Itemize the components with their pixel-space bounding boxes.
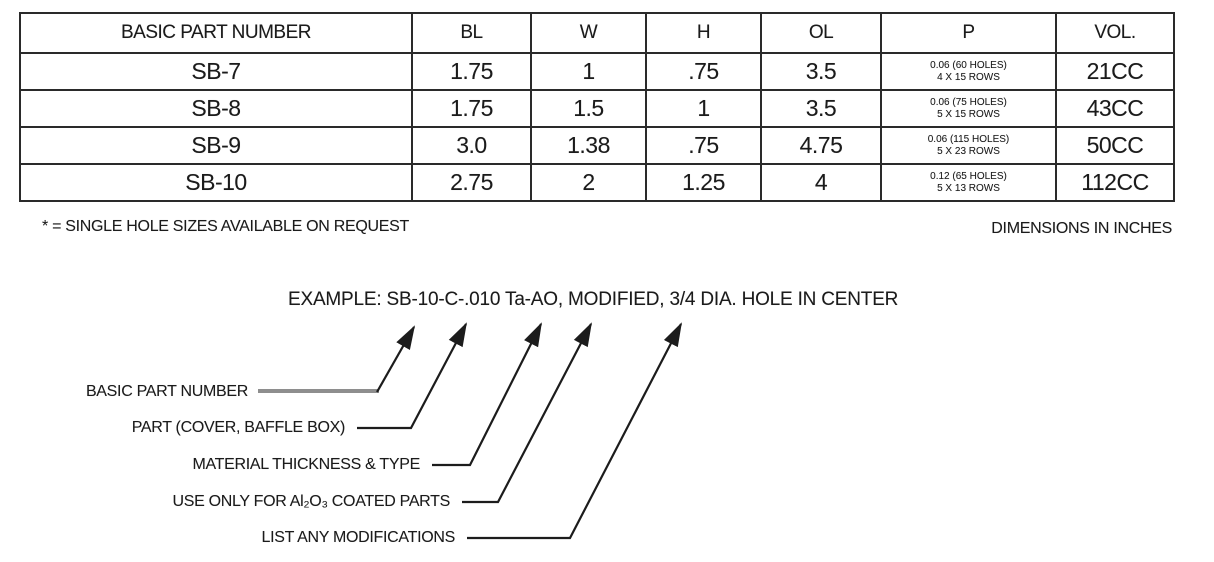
col-header-ol: OL: [760, 12, 882, 54]
cell-part-number: SB-7: [19, 52, 413, 91]
cell-p: 0.06 (75 HOLES) 5 X 15 ROWS: [880, 89, 1057, 128]
col-header-basic-part-number: BASIC PART NUMBER: [19, 12, 413, 54]
callout-al2o3-coated: USE ONLY FOR Al₂O₃ COATED PARTS: [172, 493, 450, 510]
col-header-w: W: [530, 12, 647, 54]
cell-ol: 4: [760, 163, 882, 202]
cell-w: 1.5: [530, 89, 647, 128]
callout-modifications: LIST ANY MODIFICATIONS: [261, 529, 456, 546]
p-row-layout: 5 X 15 ROWS: [937, 108, 1000, 120]
cell-h: 1: [645, 89, 762, 128]
table-row: SB-9 3.0 1.38 .75 4.75 0.06 (115 HOLES) …: [19, 126, 1175, 165]
cell-bl: 3.0: [411, 126, 532, 165]
cell-vol: 43CC: [1055, 89, 1175, 128]
callout-arrow-part-type: [357, 322, 467, 430]
cell-w: 1.38: [530, 126, 647, 165]
p-row-layout: 5 X 13 ROWS: [937, 182, 1000, 194]
cell-w: 1: [530, 52, 647, 91]
cell-vol: 21CC: [1055, 52, 1175, 91]
callout-material-thickness: MATERIAL THICKNESS & TYPE: [192, 456, 420, 473]
callout-arrow-material-thickness: [432, 322, 542, 467]
example-part-number-text: EXAMPLE: SB-10-C-.010 Ta-AO, MODIFIED, 3…: [288, 289, 899, 310]
cell-bl: 1.75: [411, 89, 532, 128]
cell-w: 2: [530, 163, 647, 202]
part-dimensions-table: BASIC PART NUMBER BL W H OL P VOL. SB-7 …: [19, 12, 1175, 202]
table-header-row: BASIC PART NUMBER BL W H OL P VOL.: [19, 12, 1175, 54]
callout-arrow-modifications: [467, 322, 682, 540]
cell-ol: 4.75: [760, 126, 882, 165]
cell-part-number: SB-9: [19, 126, 413, 165]
col-header-vol: VOL.: [1055, 12, 1175, 54]
cell-h: 1.25: [645, 163, 762, 202]
callout-arrow-al2o3-coated: [462, 322, 592, 504]
table-row: SB-7 1.75 1 .75 3.5 0.06 (60 HOLES) 4 X …: [19, 52, 1175, 91]
p-hole-size: 0.06 (60 HOLES): [930, 59, 1007, 71]
cell-p: 0.06 (115 HOLES) 5 X 23 ROWS: [880, 126, 1057, 165]
cell-ol: 3.5: [760, 52, 882, 91]
p-hole-size: 0.06 (115 HOLES): [927, 133, 1010, 145]
cell-h: .75: [645, 52, 762, 91]
table-row: SB-10 2.75 2 1.25 4 0.12 (65 HOLES) 5 X …: [19, 163, 1175, 202]
cell-h: .75: [645, 126, 762, 165]
col-header-p: P: [880, 12, 1057, 54]
p-hole-size: 0.06 (75 HOLES): [930, 96, 1007, 108]
cell-ol: 3.5: [760, 89, 882, 128]
callout-arrow-basic-part-number: [376, 325, 415, 393]
cell-bl: 2.75: [411, 163, 532, 202]
cell-part-number: SB-8: [19, 89, 413, 128]
p-row-layout: 5 X 23 ROWS: [937, 145, 1000, 157]
cell-vol: 50CC: [1055, 126, 1175, 165]
col-header-h: H: [645, 12, 762, 54]
col-header-bl: BL: [411, 12, 532, 54]
p-row-layout: 4 X 15 ROWS: [937, 71, 1000, 83]
callout-part-type: PART (COVER, BAFFLE BOX): [131, 419, 346, 436]
cell-p: 0.06 (60 HOLES) 4 X 15 ROWS: [880, 52, 1057, 91]
single-hole-footnote: * = SINGLE HOLE SIZES AVAILABLE ON REQUE…: [42, 218, 409, 235]
table-row: SB-8 1.75 1.5 1 3.5 0.06 (75 HOLES) 5 X …: [19, 89, 1175, 128]
cell-bl: 1.75: [411, 52, 532, 91]
cell-p: 0.12 (65 HOLES) 5 X 13 ROWS: [880, 163, 1057, 202]
cell-part-number: SB-10: [19, 163, 413, 202]
callout-basic-part-number: BASIC PART NUMBER: [85, 383, 248, 400]
dimensions-units-note: DIMENSIONS IN INCHES: [991, 220, 1172, 237]
cell-vol: 112CC: [1055, 163, 1175, 202]
p-hole-size: 0.12 (65 HOLES): [930, 170, 1007, 182]
